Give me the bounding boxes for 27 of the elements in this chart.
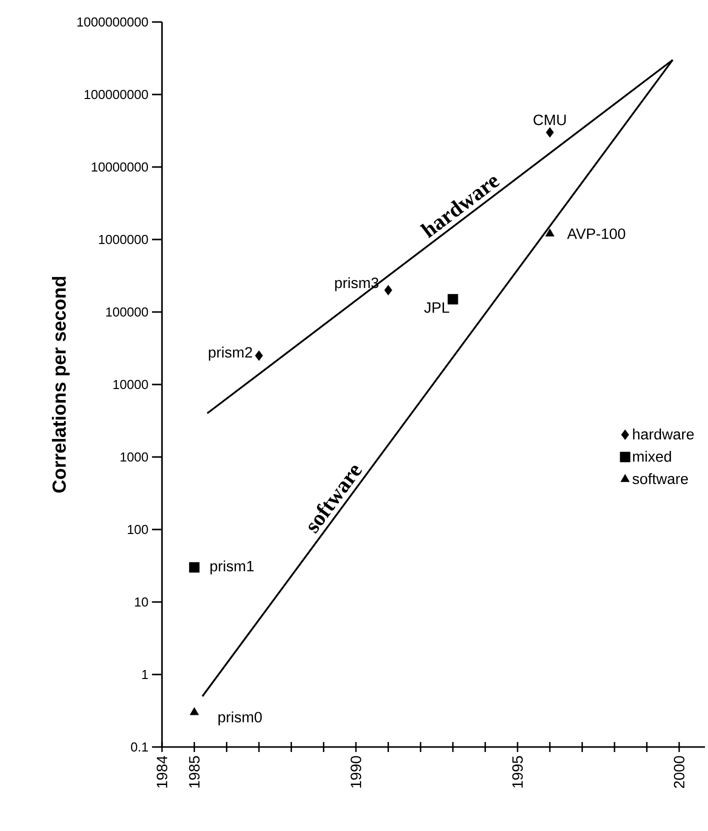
y-tick-label: 1000000000 [77,17,148,27]
y-tick-label: 1 [142,670,148,679]
legend-label: hardware [633,428,694,440]
x-tick-label: 2000 [674,756,684,788]
y-tick-label: 1000000 [99,234,148,244]
legend-label: mixed [633,450,671,462]
x-tick-label: 1985 [189,756,200,788]
annotation: prism1 [210,560,254,574]
y-tick-label: 0.1 [130,742,148,752]
annotation: prism0 [218,711,262,726]
x-tick-label: 1990 [350,756,362,788]
y-tick-label: 100000 [106,307,148,317]
annotation: prism3 [335,277,378,292]
annotation: JPL [424,302,450,313]
annotation: CMU [534,114,566,126]
y-tick-label: 10000 [113,380,148,390]
y-tick-label: 100000000 [84,90,148,100]
y-tick-label: 10000000 [92,162,148,172]
annotation: prism2 [208,346,252,361]
x-tick-label: 1984 [156,756,168,788]
y-tick-label: 1000 [120,452,148,462]
legend-label: software [632,473,688,484]
y-tick-label: 100 [128,524,148,534]
y-tick-label: 10 [135,597,148,607]
y-axis-title: Correlations per second [52,276,70,493]
x-tick-label: 1995 [512,756,523,788]
annotation: AVP-100 [567,228,626,240]
